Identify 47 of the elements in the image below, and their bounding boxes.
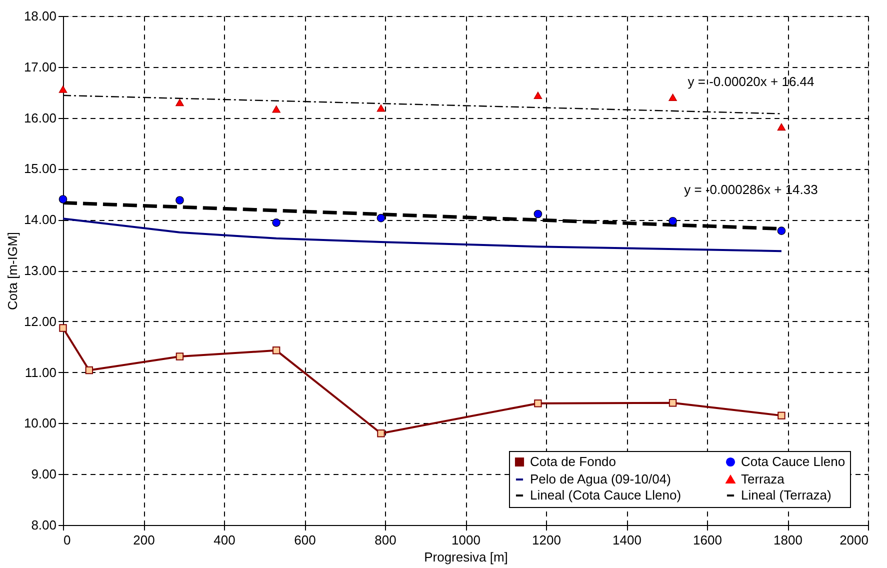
y-tick-label: 18.00	[24, 8, 56, 24]
x-tick-label: 2000	[840, 532, 868, 548]
point	[176, 98, 184, 106]
point	[668, 216, 677, 226]
point	[272, 106, 280, 113]
x-tick-label: 1000	[452, 532, 480, 548]
legend-label: Lineal (Cota Cauce Lleno)	[530, 488, 682, 502]
y-tick-label: 11.00	[24, 364, 56, 380]
y-tick-label: 17.00	[24, 59, 56, 74]
x-tick-label: 0	[64, 532, 71, 548]
y-tick-label: 12.00	[24, 314, 56, 329]
annotation: y = -0.00020x + 16.44	[688, 74, 814, 90]
x-tick-label: 200	[133, 532, 155, 548]
x-tick-label: 1800	[774, 532, 802, 548]
legend-label: Cota de Fondo	[530, 454, 616, 469]
x-tick-label: 1200	[532, 532, 561, 548]
x-tick-label: 600	[294, 532, 316, 548]
point	[534, 92, 542, 100]
point	[777, 226, 786, 235]
legend-label: Pelo de Agua (09-10/04)	[530, 472, 671, 486]
y-tick-label: 13.00	[24, 263, 56, 278]
legend-label: Terraza	[741, 472, 786, 486]
y-tick-label: 14.00	[24, 212, 56, 228]
y-tick-label: 10.00	[24, 416, 56, 431]
point	[376, 214, 386, 222]
point	[534, 210, 542, 218]
legend-label: Cota Cauce Lleno	[741, 454, 846, 469]
y-tick-label: 8.00	[31, 518, 56, 532]
legend-label: Lineal (Terraza)	[741, 488, 832, 502]
y-tick-label: 15.00	[24, 161, 56, 176]
line-series	[62, 218, 782, 252]
x-axis-title: Progresiva [m]	[424, 550, 508, 564]
y-tick-label: 9.00	[31, 466, 56, 482]
point	[176, 196, 184, 204]
annotation: y = -0.000286x + 14.33	[684, 182, 818, 198]
point	[58, 195, 68, 204]
x-tick-label: 1400	[612, 532, 642, 548]
point	[376, 104, 386, 112]
point	[272, 218, 280, 227]
x-tick-label: 400	[214, 532, 236, 548]
point	[668, 94, 677, 102]
point	[58, 86, 68, 93]
point	[777, 123, 786, 131]
y-axis-title: Cota [m-IGM]	[4, 232, 20, 310]
x-tick-label: 1600	[693, 532, 722, 548]
x-tick-label: 800	[374, 532, 396, 548]
y-tick-label: 16.00	[24, 110, 56, 126]
